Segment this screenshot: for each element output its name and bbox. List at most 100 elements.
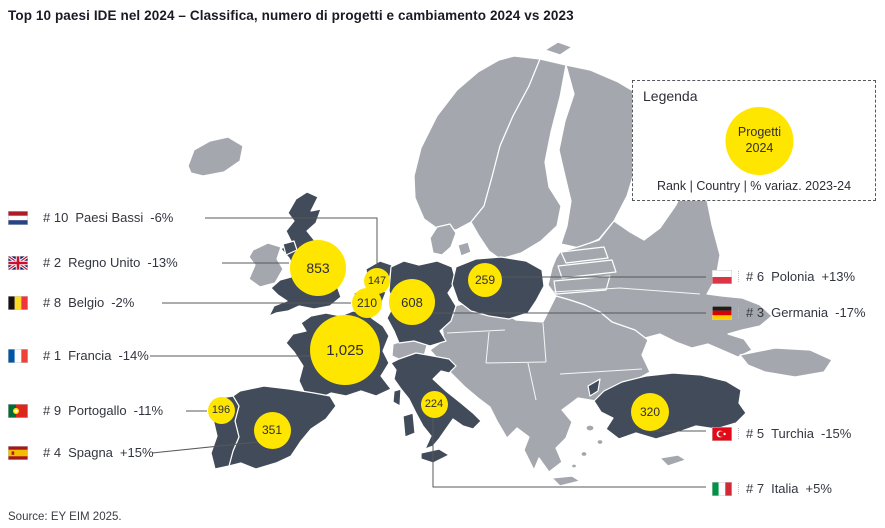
map-border-line — [485, 361, 547, 364]
legend-bubble-line2: 2024 — [745, 141, 774, 155]
connector-line-italia — [432, 418, 706, 488]
country-rank: # 2 — [43, 255, 62, 270]
map-region-aegean-island — [585, 424, 595, 432]
country-rank: # 10 — [43, 210, 69, 225]
map-region-crete — [551, 475, 581, 487]
country-change: -15% — [820, 426, 852, 441]
legend-bubble-icon: Progetti 2024 — [725, 107, 794, 175]
map-region-sweden — [470, 58, 567, 260]
map-country-sicilia — [420, 448, 450, 464]
polonia-flag-icon — [712, 269, 732, 284]
country-name: Paesi Bassi — [75, 210, 144, 225]
country-label-polonia: # 6 Polonia +13% — [712, 269, 855, 284]
map-region-aegean-island — [580, 450, 588, 458]
map-region-denmark-island — [457, 241, 472, 257]
legend-caption: Rank | Country | % variaz. 2023-24 — [656, 179, 852, 193]
country-label-belgio: # 8 Belgio -2% — [8, 295, 134, 310]
projects-value: 196 — [211, 404, 231, 416]
country-rank: # 8 — [43, 295, 62, 310]
source-note: Source: EY EIM 2025. — [8, 511, 122, 523]
country-name: Polonia — [771, 269, 815, 284]
map-region-cyprus — [659, 454, 687, 467]
country-change: -13% — [147, 255, 178, 270]
country-change: +15% — [119, 445, 154, 460]
map-country-turchia-europea — [587, 378, 601, 397]
country-rank: # 7 — [746, 481, 765, 496]
map-border-line — [527, 362, 537, 401]
map-border-line — [446, 329, 506, 334]
projects-bubble-turchia: 320 — [631, 393, 669, 431]
dotted-separator — [738, 428, 740, 439]
dotted-separator — [738, 271, 740, 282]
spagna-flag-icon — [8, 445, 28, 460]
country-label-portogallo: # 9 Portogallo -11% — [8, 403, 163, 418]
francia-flag-icon — [8, 348, 28, 363]
projects-bubble-belgio: 210 — [352, 288, 382, 318]
projects-value: 320 — [639, 405, 661, 419]
dotted-separator — [738, 307, 740, 318]
country-label-spagna: # 4 Spagna +15% — [8, 445, 154, 460]
country-change: -2% — [111, 295, 135, 310]
country-label-italia: # 7 Italia +5% — [712, 481, 832, 496]
projects-bubble-francia: 1,025 — [310, 315, 380, 385]
legend-title: Legenda — [643, 88, 698, 104]
projects-value: 259 — [474, 273, 496, 287]
country-name: Italia — [771, 481, 799, 496]
projects-bubble-regno-unito: 853 — [290, 240, 346, 296]
projects-bubble-spagna: 351 — [253, 411, 291, 449]
projects-bubble-portogallo: 196 — [207, 396, 235, 424]
germania-flag-icon — [712, 305, 732, 320]
map-region-svalbard — [544, 41, 573, 56]
projects-value: 1,025 — [326, 341, 364, 359]
projects-bubble-italia: 224 — [420, 390, 448, 418]
italia-flag-icon — [712, 481, 732, 496]
map-region-ireland — [248, 242, 284, 288]
paesi-bassi-flag-icon — [8, 210, 28, 225]
turchia-flag-icon — [712, 426, 732, 441]
map-region-aegean-island — [596, 438, 604, 446]
country-rank: # 4 — [43, 445, 62, 460]
country-change: +13% — [821, 269, 856, 284]
country-label-regno-unito: # 2 Regno Unito -13% — [8, 255, 178, 270]
map-border-line — [485, 331, 490, 364]
map-country-sardegna — [402, 412, 416, 438]
country-change: -11% — [133, 403, 164, 418]
projects-value: 224 — [424, 398, 444, 410]
country-name: Francia — [68, 348, 112, 363]
connector-line-paesi-bassi — [205, 217, 378, 267]
map-border-line — [551, 287, 701, 295]
map-region-caucasus — [739, 347, 833, 378]
country-change: -14% — [118, 348, 149, 363]
projects-value: 853 — [306, 260, 330, 276]
projects-value: 351 — [261, 423, 283, 437]
connector-line-spagna — [151, 441, 259, 454]
country-label-paesi-bassi: # 10 Paesi Bassi -6% — [8, 210, 173, 225]
country-change: -6% — [150, 210, 174, 225]
projects-value: 147 — [367, 275, 387, 287]
country-name: Regno Unito — [68, 255, 141, 270]
country-label-germania: # 3 Germania -17% — [712, 305, 866, 320]
map-region-aegean-island — [570, 463, 578, 469]
map-country-corsica — [392, 388, 402, 407]
country-name: Portogallo — [68, 403, 127, 418]
map-region-latvia — [557, 259, 617, 279]
country-rank: # 1 — [43, 348, 62, 363]
country-name: Spagna — [68, 445, 113, 460]
map-border-line — [542, 322, 547, 363]
legend-bubble-line1: Progetti — [737, 125, 781, 140]
portogallo-flag-icon — [8, 403, 28, 418]
country-rank: # 6 — [746, 269, 765, 284]
projects-bubble-polonia: 259 — [468, 263, 502, 297]
projects-value: 608 — [401, 294, 423, 310]
page-title: Top 10 paesi IDE nel 2024 – Classifica, … — [8, 8, 574, 23]
projects-bubble-paesi-bassi: 147 — [364, 268, 390, 294]
country-change: +5% — [805, 481, 832, 496]
country-change: -17% — [835, 305, 866, 320]
legend-box: Legenda Progetti 2024 Rank | Country | %… — [632, 80, 876, 201]
regno-unito-flag-icon — [8, 255, 28, 270]
dotted-separator — [738, 483, 740, 494]
map-region-estonia — [560, 246, 609, 264]
country-name: Germania — [771, 305, 829, 320]
